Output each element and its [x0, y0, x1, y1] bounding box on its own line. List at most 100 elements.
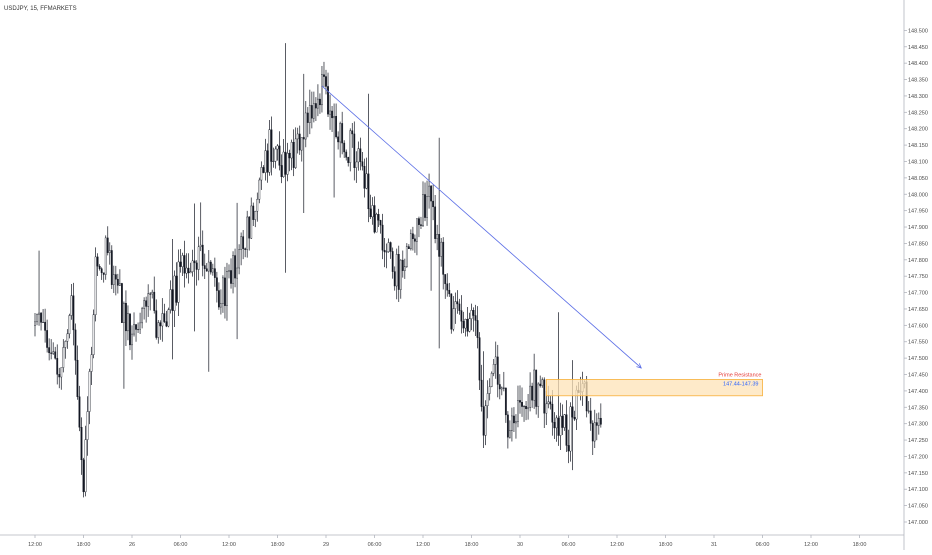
candle-body	[62, 347, 65, 368]
candle-body	[203, 265, 206, 269]
candle-body	[504, 387, 507, 416]
candle-body	[476, 320, 479, 338]
candle-body	[367, 173, 370, 210]
time-tick-label: 06:00	[562, 542, 576, 548]
candle-body	[264, 150, 267, 173]
candle-body	[211, 268, 214, 273]
candle-body	[127, 313, 129, 332]
time-tick-label: 26	[129, 542, 135, 548]
candle-body	[114, 274, 117, 280]
candle-body	[173, 275, 176, 311]
candle-body	[422, 194, 424, 226]
candle-body	[321, 74, 323, 106]
candle-body	[587, 410, 590, 412]
candle-body	[424, 194, 426, 218]
candle-body	[448, 289, 451, 295]
candle-body	[450, 293, 453, 330]
candle-body	[232, 255, 234, 284]
price-tick-label: 147.950	[908, 209, 928, 215]
candle-body	[436, 234, 439, 239]
candle-body	[260, 167, 263, 181]
candle-body	[595, 422, 598, 426]
candle-body	[256, 198, 259, 212]
candle-body	[292, 141, 295, 168]
candle-body	[537, 383, 540, 407]
time-tick-label: 30	[517, 542, 523, 548]
candle-body	[171, 289, 174, 311]
candle-body	[220, 303, 222, 308]
candle-body	[323, 74, 325, 77]
candle-body	[68, 315, 71, 335]
candle-body	[290, 141, 293, 159]
price-tick-label: 147.550	[908, 340, 928, 346]
candle-body	[72, 295, 75, 331]
candle-body	[155, 310, 158, 338]
candle-body	[484, 405, 487, 436]
candle-body	[559, 415, 562, 436]
candle-body	[161, 313, 164, 327]
candle-body	[66, 333, 69, 342]
candle-body	[36, 314, 38, 323]
candle-body	[163, 313, 166, 322]
candle-body	[193, 260, 196, 264]
candle-body	[125, 302, 127, 332]
candle-body	[224, 277, 226, 306]
candle-body	[102, 272, 105, 275]
candle-body	[108, 250, 111, 253]
candle-body	[112, 274, 115, 285]
candle-body	[133, 324, 135, 335]
price-tick-label: 147.700	[908, 291, 928, 297]
candle-body	[262, 167, 265, 173]
candle-body	[393, 271, 396, 287]
candle-body	[104, 237, 107, 275]
candle-body	[177, 261, 180, 303]
candle-body	[167, 309, 170, 327]
candle-body	[513, 415, 515, 424]
candle-body	[434, 206, 437, 239]
candle-body	[508, 430, 511, 438]
candle-body	[531, 385, 534, 401]
candle-body	[92, 314, 95, 355]
candle-body	[137, 329, 139, 331]
candle-body	[397, 254, 400, 290]
candle-body	[76, 359, 79, 397]
candle-body	[411, 233, 414, 240]
candle-body	[519, 400, 521, 403]
price-tick-label: 148.500	[908, 28, 928, 34]
candle-body	[250, 205, 253, 239]
candle-body	[557, 417, 560, 436]
candle-body	[205, 268, 208, 272]
candle-body	[123, 302, 125, 323]
time-tick-label: 12:00	[28, 542, 42, 548]
candle-body	[409, 233, 412, 250]
candle-body	[428, 185, 430, 197]
candle-body	[597, 417, 600, 426]
candle-body	[511, 415, 513, 431]
price-tick-label: 147.150	[908, 471, 928, 477]
candle-body	[523, 406, 525, 408]
candle-body	[426, 196, 428, 218]
candle-body	[187, 267, 190, 274]
candle-body	[373, 205, 376, 233]
price-tick-label: 147.300	[908, 422, 928, 428]
candle-body	[478, 337, 481, 381]
time-tick-label: 06:00	[174, 542, 188, 548]
candle-body	[64, 341, 67, 348]
price-tick-label: 148.250	[908, 110, 928, 116]
candle-body	[462, 320, 465, 329]
candle-body	[452, 308, 455, 330]
candle-body	[298, 133, 301, 151]
candle-body	[569, 406, 572, 452]
candle-body	[365, 173, 368, 189]
candle-body	[353, 133, 356, 168]
candle-body	[502, 387, 505, 389]
candle-body	[254, 210, 257, 220]
candle-body	[458, 303, 461, 311]
candle-body	[153, 291, 156, 311]
candle-body	[377, 214, 380, 221]
candle-body	[345, 151, 348, 158]
candle-body	[474, 315, 477, 321]
price-tick-label: 147.250	[908, 438, 928, 444]
